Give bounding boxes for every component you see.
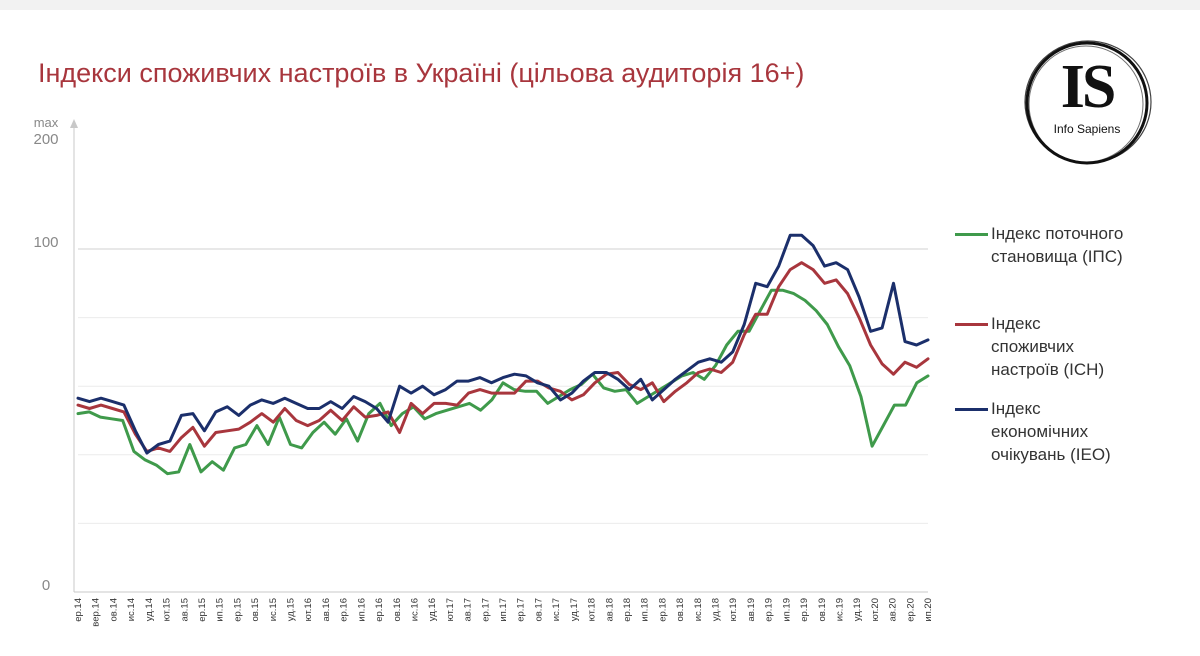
y-tick-label: 100: [33, 234, 58, 251]
x-tick-label: ер.17: [480, 598, 491, 622]
x-tick-label: ип.16: [356, 598, 367, 622]
x-tick-label: ер.17: [516, 598, 527, 622]
x-tick-label: ип.18: [640, 598, 651, 622]
chart-title: Індекси споживчих настроїв в Україні (ці…: [38, 58, 805, 88]
x-tick-label: ют.15: [162, 598, 173, 621]
x-tick-label: ер.16: [339, 598, 350, 622]
x-tick-label: ав.17: [463, 598, 474, 622]
x-tick-label: ют.18: [587, 598, 598, 621]
legend-swatch: [955, 233, 988, 236]
x-tick-label: уд.14: [144, 598, 155, 621]
logo-mark: IS: [1060, 53, 1117, 121]
x-tick-label: ер.19: [764, 598, 775, 622]
x-tick-label: уд.19: [852, 598, 863, 621]
x-tick-label: ер.19: [799, 598, 810, 622]
logo-circle-icon: [1024, 40, 1152, 165]
x-tick-label: ов.19: [817, 598, 828, 622]
series-line-0: [76, 288, 930, 476]
series-line-2: [76, 233, 930, 455]
x-tick-label: ав.20: [888, 598, 899, 622]
x-tick-label: уд.18: [711, 598, 722, 621]
x-tick-label: ип.17: [498, 598, 509, 622]
x-tick-label: ов.14: [108, 598, 119, 622]
logo-name: Info Sapiens: [1053, 122, 1121, 136]
y-tick-label: 200: [33, 131, 58, 148]
x-tick-label: ер.18: [622, 598, 633, 622]
x-tick-label: ер.18: [657, 598, 668, 622]
chart-grid: [78, 248, 928, 524]
x-tick-label: ип.15: [215, 598, 226, 622]
legend-label: Індекс поточного становища (ІПС): [991, 224, 1124, 266]
x-tick-label: ип.19: [781, 598, 792, 622]
x-tick-label: вер.14: [91, 598, 102, 627]
legend-swatch: [955, 408, 988, 411]
info-sapiens-logo: IS Info Sapiens: [1018, 38, 1156, 168]
x-tick-label: ис.18: [693, 598, 704, 621]
x-tick-label: ав.18: [604, 598, 615, 622]
top-strip: [0, 0, 1200, 10]
x-tick-label: ов.17: [533, 598, 544, 622]
x-tick-label: ав.19: [746, 598, 757, 622]
x-tick-label: ют.20: [870, 598, 881, 621]
x-tick-label: ис.19: [834, 598, 845, 621]
x-tick-label: ип.20: [923, 598, 934, 622]
legend-label: Індекс економічних очікувань (ІЕО): [991, 399, 1111, 464]
x-tick-label: ов.18: [675, 598, 686, 622]
x-tick-label: ер.14: [73, 598, 84, 622]
x-tick-label: ер.16: [374, 598, 385, 622]
x-tick-label: ют.16: [303, 598, 314, 621]
series-line-1: [76, 261, 930, 453]
x-tick-label: ер.15: [197, 598, 208, 622]
x-axis-ticks: ер.14 вер.14 ов.14 ис.14 уд.14 ют.15 ав.15 ер.1…: [73, 598, 934, 627]
x-tick-label: ют.17: [445, 598, 456, 621]
chart-axes: [70, 119, 928, 593]
legend-label: Індекс споживчих настроїв (ІСН): [991, 314, 1105, 379]
x-tick-label: уд.15: [286, 598, 297, 621]
y-axis-arrow-icon: [70, 119, 78, 128]
x-tick-label: ер.15: [232, 598, 243, 622]
series-lines: [76, 233, 930, 476]
y-axis-max-label: max: [34, 115, 59, 130]
x-tick-label: уд.17: [569, 598, 580, 621]
x-tick-label: ов.16: [392, 598, 403, 622]
legend-swatch: [955, 323, 988, 326]
x-tick-label: ис.16: [409, 598, 420, 621]
x-tick-label: уд.16: [427, 598, 438, 621]
x-tick-label: ов.15: [250, 598, 261, 622]
y-tick-label: 0: [42, 577, 50, 594]
x-tick-label: ав.16: [321, 598, 332, 622]
x-tick-label: ис.15: [268, 598, 279, 621]
x-tick-label: ис.14: [126, 598, 137, 621]
x-tick-label: ав.15: [179, 598, 190, 622]
x-tick-label: ют.19: [728, 598, 739, 621]
x-tick-label: ис.17: [551, 598, 562, 621]
x-tick-label: ер.20: [905, 598, 916, 622]
